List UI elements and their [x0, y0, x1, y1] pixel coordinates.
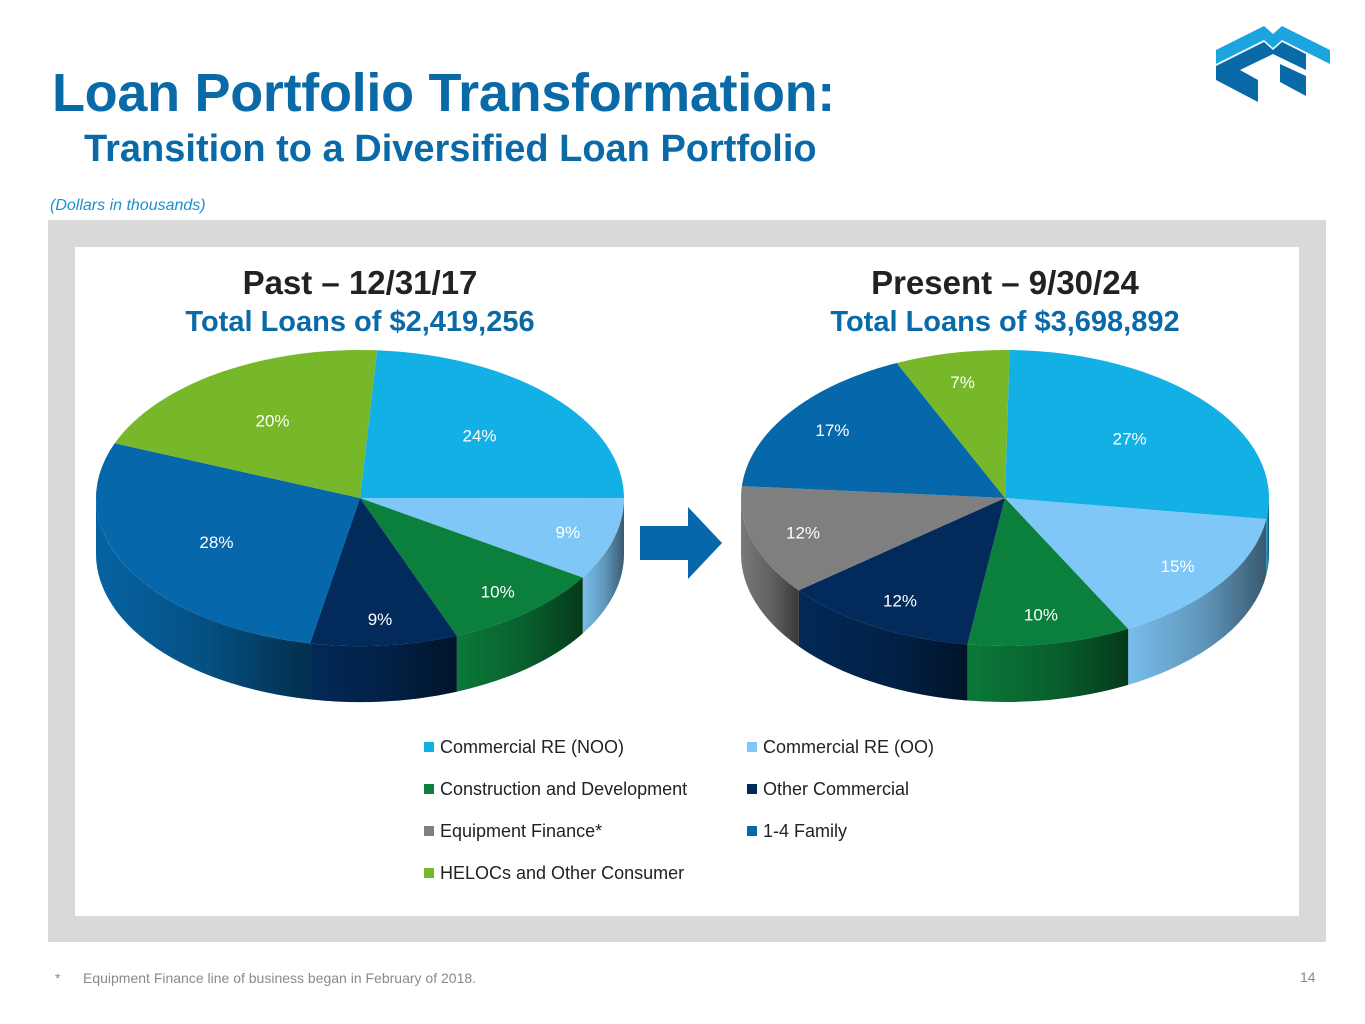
pie-data-label: 27%	[1113, 430, 1147, 449]
pie-side-shade	[310, 635, 457, 702]
pie-slice	[360, 498, 624, 578]
pie-data-label: 15%	[1161, 557, 1195, 576]
pie-data-label: 9%	[555, 523, 580, 542]
logo-upper-chevron	[1216, 26, 1330, 64]
legend-label: Other Commercial	[763, 778, 910, 799]
pie-slice	[798, 498, 1005, 645]
pie-slice	[967, 498, 1129, 646]
legend-item: Commercial RE (NOO)	[424, 735, 747, 759]
slide-subtitle: Transition to a Diversified Loan Portfol…	[84, 128, 817, 170]
legend-item: Equipment Finance*	[424, 819, 747, 843]
pie-slice	[741, 363, 1005, 498]
company-logo	[1216, 26, 1330, 102]
pie-data-label: 20%	[256, 411, 290, 430]
pie-slice	[1005, 350, 1269, 520]
pie-slice	[741, 486, 1005, 591]
legend-item: 1-4 Family	[747, 819, 984, 843]
pie-data-label: 28%	[199, 533, 233, 552]
pie-slice	[310, 498, 457, 646]
pie-side-shade	[456, 577, 583, 692]
units-note: (Dollars in thousands)	[50, 197, 206, 214]
legend-label: Commercial RE (NOO)	[440, 736, 625, 757]
pie-data-label: 9%	[368, 610, 393, 629]
pie-slice	[360, 350, 624, 499]
pie-side-shade	[798, 590, 968, 701]
present-chart-total: Total Loans of $3,698,892	[830, 306, 1180, 338]
legend-item: Construction and Development	[424, 777, 747, 801]
pie-slice	[96, 443, 360, 644]
past-chart-title: Past – 12/31/17	[242, 264, 478, 301]
transition-arrow	[640, 507, 722, 579]
pie-data-label: 12%	[786, 524, 820, 543]
pie-side-shade	[741, 498, 799, 647]
legend-item: Commercial RE (OO)	[747, 735, 984, 759]
pie-data-label: 17%	[815, 421, 849, 440]
past-chart-total: Total Loans of $2,419,256	[185, 306, 535, 338]
chart-legend: Commercial RE (NOO) Commercial RE (OO) Con…	[424, 735, 984, 885]
present-chart-title: Present – 9/30/24	[871, 264, 1139, 301]
pie-data-label: 10%	[481, 583, 515, 602]
pie-chart-past: 24% 9% 10% 9% 28% 20%	[96, 350, 624, 702]
legend-swatch	[747, 826, 757, 836]
legend-swatch	[424, 868, 434, 878]
pie-slice	[114, 350, 378, 498]
pie-side-shade	[1266, 498, 1269, 576]
legend-item: Other Commercial	[747, 777, 984, 801]
legend-label: Commercial RE (OO)	[763, 736, 935, 757]
pie-data-label: 10%	[1024, 606, 1058, 625]
pie-side-shade	[967, 628, 1129, 703]
footnote: * Equipment Finance line of business bega…	[55, 970, 476, 986]
pie-side-shade	[96, 498, 311, 700]
footnote-marker: *	[55, 970, 61, 986]
legend-label: Equipment Finance*	[440, 820, 603, 841]
legend-label: HELOCs and Other Consumer	[440, 862, 685, 883]
pie-data-label: 24%	[462, 426, 496, 445]
pie-chart-present: 27% 15% 10% 12% 12% 17% 7%	[741, 350, 1269, 703]
pie-slice	[360, 498, 583, 636]
legend-swatch	[424, 784, 434, 794]
pie-data-label: 7%	[950, 373, 975, 392]
legend-item: HELOCs and Other Consumer	[424, 861, 747, 885]
legend-label: Construction and Development	[440, 778, 688, 799]
past-chart-header: Past – 12/31/17 Total Loans of $2,419,25…	[100, 264, 620, 342]
legend-swatch	[424, 742, 434, 752]
logo-lower-chevron-right	[1280, 64, 1306, 96]
present-chart-header: Present – 9/30/24 Total Loans of $3,698,…	[745, 264, 1265, 342]
slide-title: Loan Portfolio Transformation:	[52, 63, 835, 123]
pie-slice	[1005, 498, 1267, 629]
legend-label: 1-4 Family	[763, 820, 848, 841]
pie-slice	[896, 350, 1010, 498]
pie-side-shade	[582, 498, 624, 634]
legend-swatch	[747, 742, 757, 752]
logo-lower-chevron	[1216, 42, 1306, 102]
pie-side-shade	[1128, 519, 1267, 685]
page-number: 14	[1300, 969, 1316, 985]
footnote-text: Equipment Finance line of business began…	[83, 970, 477, 986]
legend-swatch	[747, 784, 757, 794]
legend-swatch	[424, 826, 434, 836]
pie-data-label: 12%	[883, 592, 917, 611]
